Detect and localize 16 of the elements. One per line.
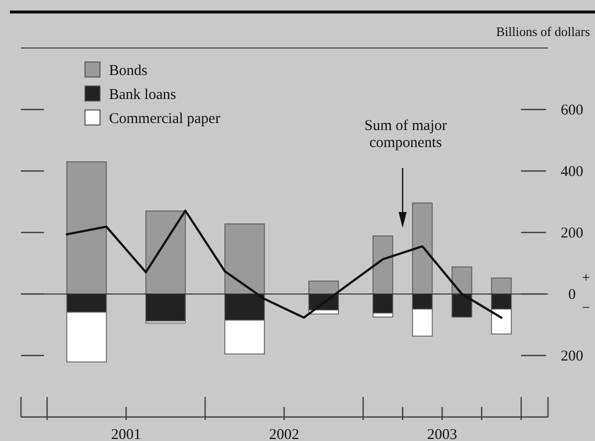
x-tick-label: 2002 [269,427,300,441]
y-tick-label: 200 [560,348,584,364]
y-tick-label: 0 [568,287,576,303]
legend-label: Commercial paper [109,111,220,127]
y-axis-title: Billions of dollars [496,24,590,39]
y-tick-label: 600 [560,102,584,118]
x-tick-label: 2003 [427,427,458,441]
y-tick-label: 400 [560,164,584,180]
x-tick-label: 2001 [111,427,142,441]
y-tick-label: 200 [560,226,584,242]
text: Sum of major components [364,118,447,151]
text: − [582,301,590,316]
legend-label: Bank loans [109,87,176,103]
legend-label: Bonds [109,63,148,79]
line-series [66,210,502,319]
text: + [582,271,590,286]
